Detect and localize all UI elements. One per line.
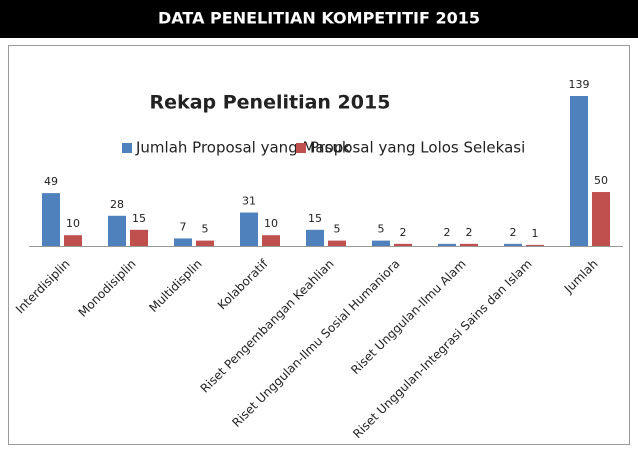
data-label: 2 [510,226,517,239]
bar [460,243,478,246]
data-label: 50 [594,174,608,187]
data-label: 139 [569,78,590,91]
bar [394,243,412,246]
data-label: 5 [378,223,385,236]
header-bar [0,0,638,38]
data-label: 15 [132,212,146,225]
data-label: 28 [110,198,124,211]
data-label: 2 [444,226,451,239]
bar [372,240,390,246]
bar [240,212,258,246]
legend-swatch [122,143,132,153]
bar [504,243,522,246]
bar [306,229,324,246]
data-label: 2 [466,226,473,239]
data-label: 5 [202,223,209,236]
bar [174,238,192,246]
bar [592,192,610,246]
data-label: 31 [242,195,256,208]
bar [42,193,60,246]
bar [570,96,588,246]
bar [438,243,456,246]
bar [64,235,82,246]
data-label: 5 [334,223,341,236]
data-label: 10 [66,217,80,230]
legend-label: Proposal yang Lolos Selekasi [310,139,525,157]
legend-swatch [296,143,306,153]
chart-title: Rekap Penelitian 2015 [150,92,391,114]
data-label: 7 [180,220,187,233]
data-label: 10 [264,217,278,230]
header-title: DATA PENELITIAN KOMPETITIF 2015 [158,9,480,28]
bar [262,235,280,246]
bar [130,229,148,246]
data-label: 15 [308,212,322,225]
data-label: 1 [532,227,539,240]
bar [526,244,544,246]
data-label: 49 [44,175,58,188]
bar [108,215,126,246]
bar [328,240,346,246]
bar [196,240,214,246]
data-label: 2 [400,226,407,239]
